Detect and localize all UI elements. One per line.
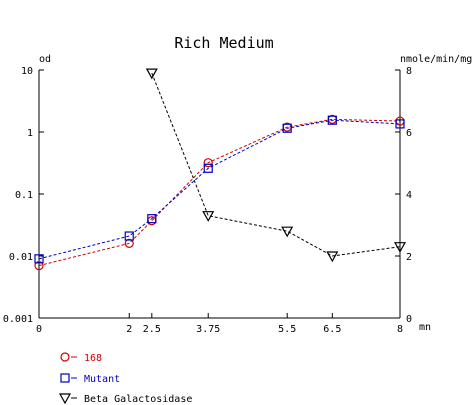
x-axis-label: mn	[419, 322, 431, 333]
y-left-tick-label: 0.01	[9, 252, 33, 263]
data-point-triangle	[145, 68, 158, 80]
data-point-square	[395, 119, 405, 129]
data-point-triangle	[202, 211, 215, 222]
y-left-tick-label: 1	[27, 128, 33, 139]
x-tick-label: 8	[397, 324, 403, 335]
series-line	[38, 118, 401, 267]
y-right-tick-label: 0	[406, 314, 412, 325]
y-right-axis-label: nmole/min/mg	[400, 54, 472, 65]
data-point-triangle	[281, 226, 294, 238]
y-right-tick-label: 8	[406, 66, 412, 77]
legend: 168 Mutant Beta Galactosidase	[58, 352, 192, 405]
y-right-tick-label: 4	[406, 190, 412, 201]
data-point-circle	[124, 238, 134, 248]
y-left-tick-label: 0.1	[15, 190, 33, 201]
x-tick-label: 2.5	[143, 324, 161, 335]
x-tick-label: 2	[126, 324, 132, 335]
legend-label: 168	[84, 353, 102, 364]
series-layer	[34, 68, 407, 271]
y-left-tick-label: 10	[21, 66, 33, 77]
chart-title: Rich Medium	[174, 34, 273, 52]
data-point-square	[203, 163, 213, 173]
data-point-square	[124, 231, 134, 241]
data-point-triangle	[393, 242, 407, 253]
x-tick-label: 3.75	[196, 324, 220, 335]
data-point-square	[34, 254, 44, 264]
data-point-circle	[147, 216, 157, 226]
data-point-triangle	[326, 251, 339, 263]
series-line	[151, 72, 401, 257]
x-tick-label: 5.5	[278, 324, 296, 335]
data-point-circle	[60, 352, 70, 362]
y-right-tick-label: 2	[406, 252, 412, 263]
data-point-square	[282, 123, 292, 133]
y-left-tick-label: 0.001	[3, 314, 33, 325]
x-tick-label: 6.5	[323, 324, 341, 335]
data-point-circle	[34, 261, 44, 271]
data-point-square	[327, 115, 337, 125]
legend-label: Mutant	[84, 374, 120, 385]
series-line	[38, 119, 401, 260]
data-point-square	[147, 214, 157, 224]
x-tick-label: 0	[36, 324, 42, 335]
y-left-axis-label: od	[39, 54, 51, 65]
data-point-square	[60, 373, 70, 383]
legend-label: Beta Galactosidase	[84, 394, 192, 405]
y-right-tick-label: 6	[406, 128, 412, 139]
data-point-triangle	[58, 393, 72, 405]
data-point-circle	[203, 158, 213, 168]
